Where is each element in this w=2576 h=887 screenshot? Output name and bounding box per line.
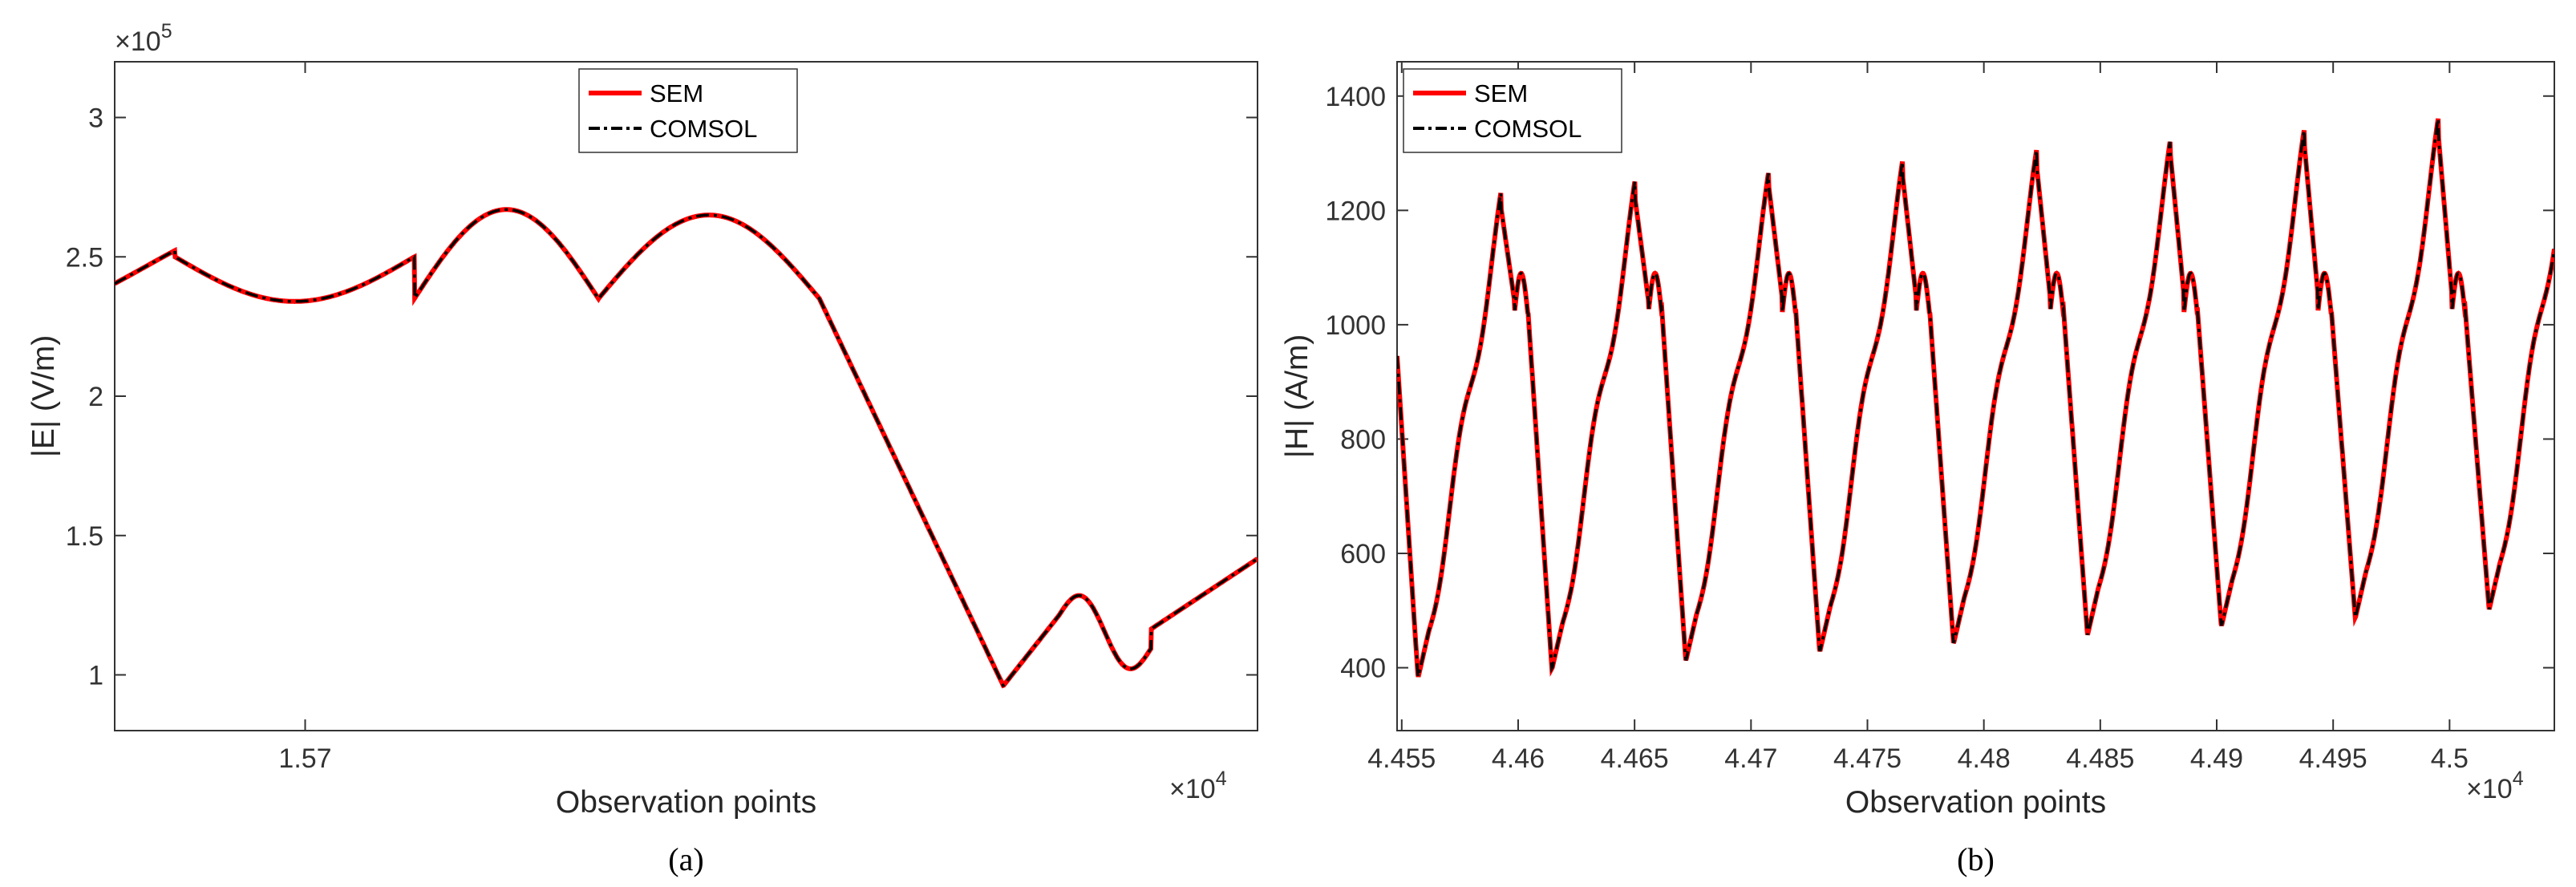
y-tick-label: 2 bbox=[88, 382, 103, 412]
legend-box bbox=[1403, 68, 1622, 153]
x-tick-label: 4.475 bbox=[1833, 743, 1902, 774]
y-axis-label: |E| (V/m) bbox=[26, 335, 61, 457]
y-tick-label: 1400 bbox=[1325, 82, 1386, 112]
y-tick-label: 600 bbox=[1340, 539, 1386, 569]
y-tick-label: 1.5 bbox=[66, 521, 103, 552]
x-multiplier: ×104 bbox=[2466, 768, 2524, 804]
y-tick-label: 800 bbox=[1340, 424, 1386, 455]
subfigure-caption: (b) bbox=[1957, 841, 1995, 877]
x-multiplier: ×104 bbox=[1169, 768, 1227, 804]
x-tick-label: 4.485 bbox=[2066, 743, 2134, 774]
x-multiplier-exponent: 4 bbox=[2513, 768, 2524, 790]
plot-area-frame bbox=[114, 61, 1258, 731]
chart-b: 4.455 4.46 4.465 4.47 4.475 4.48 4.485 4.49 4.49… bbox=[1280, 61, 2555, 877]
y-tick-label: 2.5 bbox=[66, 242, 103, 273]
y-tick-label: 400 bbox=[1340, 654, 1386, 684]
x-tick-label: 4.48 bbox=[1958, 743, 2011, 774]
series-line-sem bbox=[115, 207, 1258, 689]
x-axis-label: Observation points bbox=[1845, 785, 2106, 820]
series-line-comsol bbox=[1397, 118, 2554, 678]
subfigure-caption: (a) bbox=[668, 841, 703, 877]
x-tick-label: 4.49 bbox=[2190, 743, 2243, 774]
legend-label-sem: SEM bbox=[650, 79, 703, 107]
x-tick-label: 4.47 bbox=[1724, 743, 1777, 774]
y-tick-label: 1 bbox=[88, 661, 103, 691]
legend: SEM COMSOL bbox=[1403, 68, 1622, 153]
x-tick-label: 4.46 bbox=[1492, 743, 1545, 774]
legend-label-sem: SEM bbox=[1474, 79, 1528, 107]
y-axis-label: |H| (A/m) bbox=[1280, 334, 1314, 459]
x-tick-label: 4.495 bbox=[2299, 743, 2367, 774]
y-tick-label: 1000 bbox=[1325, 310, 1386, 341]
x-tick-label: 4.465 bbox=[1601, 743, 1669, 774]
plot-area-frame bbox=[1396, 61, 2555, 731]
x-multiplier-exponent: 4 bbox=[1216, 768, 1227, 790]
x-tick-label: 1.57 bbox=[278, 743, 331, 774]
y-multiplier-exponent: 5 bbox=[161, 20, 172, 43]
legend-label-comsol: COMSOL bbox=[1474, 115, 1582, 143]
y-multiplier: ×105 bbox=[115, 20, 172, 57]
legend-label-comsol: COMSOL bbox=[650, 115, 757, 143]
x-tick-label: 4.455 bbox=[1367, 743, 1436, 774]
legend: SEM COMSOL bbox=[578, 68, 798, 153]
x-tick-label: 4.5 bbox=[2431, 743, 2469, 774]
x-axis-label: Observation points bbox=[556, 785, 816, 820]
chart-a: 1.571.581.591.61.611.6211.522.53Observat… bbox=[26, 20, 1258, 877]
series-line-comsol bbox=[115, 208, 1258, 687]
y-tick-label: 1200 bbox=[1325, 196, 1386, 226]
y-tick-label: 3 bbox=[88, 103, 103, 134]
legend-box bbox=[578, 68, 798, 153]
